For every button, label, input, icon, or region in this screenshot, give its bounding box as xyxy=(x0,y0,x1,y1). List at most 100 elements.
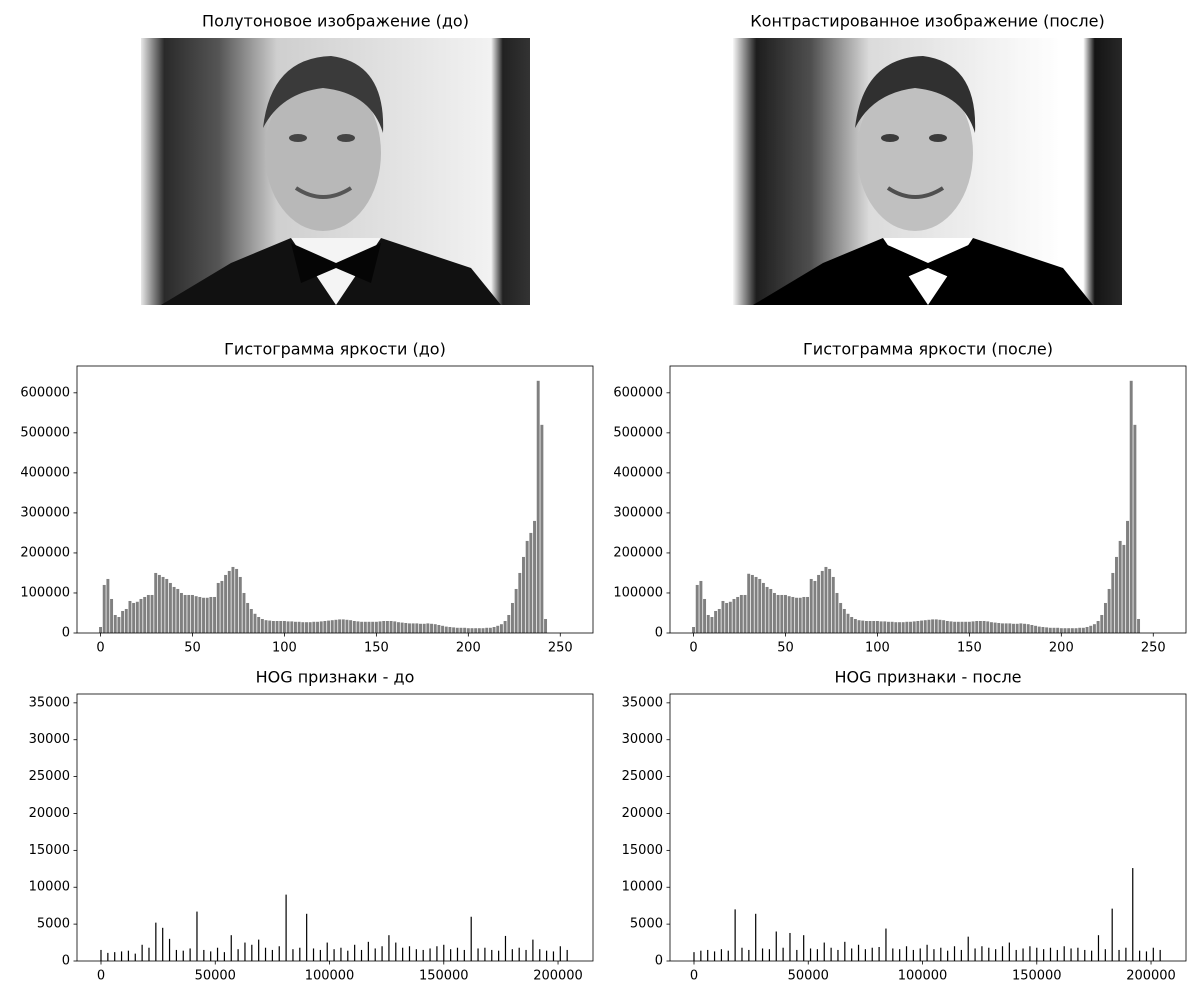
bar xyxy=(257,616,261,633)
y-tick-label: 20000 xyxy=(29,806,70,821)
bar xyxy=(754,576,758,633)
bar xyxy=(532,939,534,961)
bar xyxy=(374,948,376,961)
x-tick-label: 100000 xyxy=(305,969,355,984)
bar xyxy=(162,927,164,961)
bar xyxy=(415,949,417,961)
bar xyxy=(1074,628,1078,633)
bar xyxy=(864,620,868,633)
bar xyxy=(806,596,810,633)
bar xyxy=(481,628,485,633)
y-tick-label: 400000 xyxy=(613,465,663,480)
bar xyxy=(354,944,356,961)
bar xyxy=(559,946,561,961)
bar xyxy=(920,620,924,633)
bar xyxy=(485,627,489,633)
bar xyxy=(875,620,879,633)
bar xyxy=(499,624,503,633)
bar xyxy=(820,570,824,633)
bar xyxy=(1026,624,1030,633)
bar xyxy=(816,949,818,961)
bar xyxy=(707,949,709,961)
bar xyxy=(120,951,123,961)
bar xyxy=(1100,614,1104,633)
chart-title: HOG признаки - до xyxy=(256,668,415,687)
bar xyxy=(776,594,780,633)
bar xyxy=(780,594,784,633)
bar xyxy=(927,619,931,633)
bar xyxy=(947,950,949,961)
bar xyxy=(857,944,860,961)
axes-frame xyxy=(76,365,594,634)
y-tick-label: 100000 xyxy=(20,585,70,600)
bar xyxy=(813,580,817,633)
bar xyxy=(352,620,356,633)
bar xyxy=(533,520,536,633)
bar xyxy=(905,946,908,961)
bar xyxy=(1159,949,1161,961)
bar xyxy=(1067,628,1071,633)
bar xyxy=(536,380,540,633)
bar xyxy=(1078,627,1082,633)
bar xyxy=(249,608,253,633)
bar xyxy=(775,931,777,961)
bar xyxy=(765,586,769,633)
bar xyxy=(308,622,312,633)
y-tick-label: 10000 xyxy=(622,880,663,895)
bar xyxy=(385,620,389,633)
bar xyxy=(1111,572,1115,633)
bar xyxy=(1137,618,1141,633)
bar xyxy=(408,946,411,961)
bar xyxy=(338,619,342,633)
bar xyxy=(1049,947,1052,961)
axes-frame xyxy=(669,693,1187,962)
bar xyxy=(429,948,431,961)
bar xyxy=(544,618,548,633)
bar xyxy=(967,936,969,961)
bar xyxy=(739,594,743,633)
bar xyxy=(1070,628,1074,633)
bar xyxy=(1084,949,1086,961)
bar xyxy=(216,582,220,633)
bar xyxy=(919,948,921,961)
y-tick-label: 35000 xyxy=(622,695,663,710)
bar xyxy=(1004,623,1008,633)
bar xyxy=(238,576,242,633)
x-tick-label: 150000 xyxy=(1012,969,1062,984)
bar xyxy=(912,949,914,961)
bar xyxy=(415,623,419,633)
x-tick-label: 50 xyxy=(184,641,201,656)
bar xyxy=(141,944,143,961)
x-tick-label: 50000 xyxy=(195,969,236,984)
bar xyxy=(1063,946,1065,961)
bar xyxy=(154,572,158,633)
bar xyxy=(330,620,334,633)
bar xyxy=(114,952,116,961)
bar xyxy=(388,935,390,961)
bar xyxy=(728,601,732,633)
bar xyxy=(861,620,865,633)
bar xyxy=(198,596,202,633)
x-tick-label: 100 xyxy=(865,641,890,656)
bar xyxy=(224,574,228,633)
bar xyxy=(974,948,976,961)
y-tick-label: 300000 xyxy=(20,505,70,520)
x-tick-label: 0 xyxy=(96,641,104,656)
bar xyxy=(165,578,169,633)
bar xyxy=(871,947,873,961)
bar xyxy=(933,949,935,961)
bar xyxy=(1122,544,1126,633)
bar xyxy=(940,947,942,961)
x-tick-label: 200000 xyxy=(1126,969,1176,984)
bar xyxy=(525,949,527,961)
bar xyxy=(864,949,866,961)
chart-title: Гистограмма яркости (до) xyxy=(224,340,446,359)
bar xyxy=(890,621,894,633)
bar xyxy=(885,928,887,961)
bar xyxy=(993,622,997,633)
bar xyxy=(443,944,445,961)
x-tick-label: 0 xyxy=(97,969,105,984)
bar xyxy=(139,598,143,633)
bar xyxy=(938,619,942,633)
bar xyxy=(795,597,798,633)
